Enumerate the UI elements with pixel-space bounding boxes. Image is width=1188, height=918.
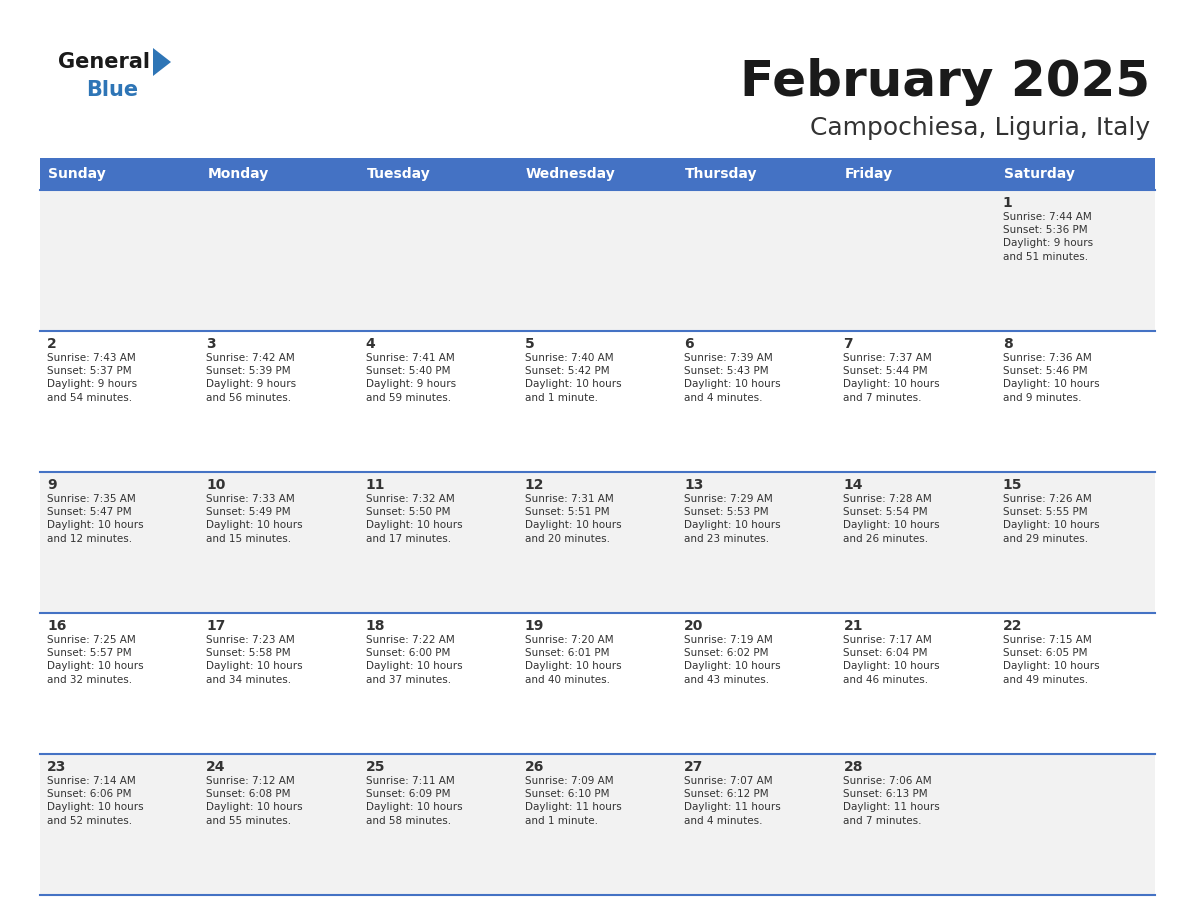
Text: Blue: Blue <box>86 80 138 100</box>
Text: Sunrise: 7:28 AM
Sunset: 5:54 PM
Daylight: 10 hours
and 26 minutes.: Sunrise: 7:28 AM Sunset: 5:54 PM Dayligh… <box>843 494 940 543</box>
Text: February 2025: February 2025 <box>740 58 1150 106</box>
Text: 11: 11 <box>366 478 385 492</box>
Text: 14: 14 <box>843 478 862 492</box>
Text: 1: 1 <box>1003 196 1012 210</box>
Text: 2: 2 <box>48 337 57 351</box>
Text: Sunrise: 7:29 AM
Sunset: 5:53 PM
Daylight: 10 hours
and 23 minutes.: Sunrise: 7:29 AM Sunset: 5:53 PM Dayligh… <box>684 494 781 543</box>
Text: 22: 22 <box>1003 619 1022 633</box>
Bar <box>677 158 836 190</box>
Text: 17: 17 <box>207 619 226 633</box>
Text: Sunrise: 7:26 AM
Sunset: 5:55 PM
Daylight: 10 hours
and 29 minutes.: Sunrise: 7:26 AM Sunset: 5:55 PM Dayligh… <box>1003 494 1099 543</box>
Text: 26: 26 <box>525 760 544 774</box>
Text: Sunrise: 7:39 AM
Sunset: 5:43 PM
Daylight: 10 hours
and 4 minutes.: Sunrise: 7:39 AM Sunset: 5:43 PM Dayligh… <box>684 353 781 403</box>
Text: General: General <box>58 52 150 72</box>
Text: 12: 12 <box>525 478 544 492</box>
Bar <box>40 190 1155 331</box>
Text: Sunrise: 7:40 AM
Sunset: 5:42 PM
Daylight: 10 hours
and 1 minute.: Sunrise: 7:40 AM Sunset: 5:42 PM Dayligh… <box>525 353 621 403</box>
Text: Tuesday: Tuesday <box>367 167 430 181</box>
Text: 10: 10 <box>207 478 226 492</box>
Text: Sunrise: 7:17 AM
Sunset: 6:04 PM
Daylight: 10 hours
and 46 minutes.: Sunrise: 7:17 AM Sunset: 6:04 PM Dayligh… <box>843 635 940 685</box>
Text: Sunrise: 7:09 AM
Sunset: 6:10 PM
Daylight: 11 hours
and 1 minute.: Sunrise: 7:09 AM Sunset: 6:10 PM Dayligh… <box>525 776 621 825</box>
Text: Sunrise: 7:11 AM
Sunset: 6:09 PM
Daylight: 10 hours
and 58 minutes.: Sunrise: 7:11 AM Sunset: 6:09 PM Dayligh… <box>366 776 462 825</box>
Text: 5: 5 <box>525 337 535 351</box>
Polygon shape <box>153 48 171 76</box>
Text: Sunrise: 7:35 AM
Sunset: 5:47 PM
Daylight: 10 hours
and 12 minutes.: Sunrise: 7:35 AM Sunset: 5:47 PM Dayligh… <box>48 494 144 543</box>
Bar <box>359 158 518 190</box>
Text: Sunrise: 7:31 AM
Sunset: 5:51 PM
Daylight: 10 hours
and 20 minutes.: Sunrise: 7:31 AM Sunset: 5:51 PM Dayligh… <box>525 494 621 543</box>
Text: 3: 3 <box>207 337 216 351</box>
Text: 19: 19 <box>525 619 544 633</box>
Text: 24: 24 <box>207 760 226 774</box>
Bar <box>40 472 1155 613</box>
Text: 20: 20 <box>684 619 703 633</box>
Text: Sunrise: 7:25 AM
Sunset: 5:57 PM
Daylight: 10 hours
and 32 minutes.: Sunrise: 7:25 AM Sunset: 5:57 PM Dayligh… <box>48 635 144 685</box>
Text: Sunrise: 7:43 AM
Sunset: 5:37 PM
Daylight: 9 hours
and 54 minutes.: Sunrise: 7:43 AM Sunset: 5:37 PM Dayligh… <box>48 353 137 403</box>
Bar <box>40 158 200 190</box>
Text: Sunrise: 7:36 AM
Sunset: 5:46 PM
Daylight: 10 hours
and 9 minutes.: Sunrise: 7:36 AM Sunset: 5:46 PM Dayligh… <box>1003 353 1099 403</box>
Text: Sunrise: 7:37 AM
Sunset: 5:44 PM
Daylight: 10 hours
and 7 minutes.: Sunrise: 7:37 AM Sunset: 5:44 PM Dayligh… <box>843 353 940 403</box>
Text: 28: 28 <box>843 760 862 774</box>
Bar <box>40 754 1155 895</box>
Bar <box>996 158 1155 190</box>
Text: 7: 7 <box>843 337 853 351</box>
Text: Sunrise: 7:41 AM
Sunset: 5:40 PM
Daylight: 9 hours
and 59 minutes.: Sunrise: 7:41 AM Sunset: 5:40 PM Dayligh… <box>366 353 456 403</box>
Text: Sunrise: 7:20 AM
Sunset: 6:01 PM
Daylight: 10 hours
and 40 minutes.: Sunrise: 7:20 AM Sunset: 6:01 PM Dayligh… <box>525 635 621 685</box>
Text: Sunrise: 7:19 AM
Sunset: 6:02 PM
Daylight: 10 hours
and 43 minutes.: Sunrise: 7:19 AM Sunset: 6:02 PM Dayligh… <box>684 635 781 685</box>
Text: Sunrise: 7:44 AM
Sunset: 5:36 PM
Daylight: 9 hours
and 51 minutes.: Sunrise: 7:44 AM Sunset: 5:36 PM Dayligh… <box>1003 212 1093 262</box>
Text: Sunrise: 7:22 AM
Sunset: 6:00 PM
Daylight: 10 hours
and 37 minutes.: Sunrise: 7:22 AM Sunset: 6:00 PM Dayligh… <box>366 635 462 685</box>
Text: Wednesday: Wednesday <box>526 167 615 181</box>
Text: Sunrise: 7:07 AM
Sunset: 6:12 PM
Daylight: 11 hours
and 4 minutes.: Sunrise: 7:07 AM Sunset: 6:12 PM Dayligh… <box>684 776 781 825</box>
Bar <box>200 158 359 190</box>
Text: Sunrise: 7:15 AM
Sunset: 6:05 PM
Daylight: 10 hours
and 49 minutes.: Sunrise: 7:15 AM Sunset: 6:05 PM Dayligh… <box>1003 635 1099 685</box>
Text: 13: 13 <box>684 478 703 492</box>
Bar <box>518 158 677 190</box>
Bar <box>40 331 1155 472</box>
Text: Sunrise: 7:33 AM
Sunset: 5:49 PM
Daylight: 10 hours
and 15 minutes.: Sunrise: 7:33 AM Sunset: 5:49 PM Dayligh… <box>207 494 303 543</box>
Text: 4: 4 <box>366 337 375 351</box>
Text: 18: 18 <box>366 619 385 633</box>
Text: Sunrise: 7:32 AM
Sunset: 5:50 PM
Daylight: 10 hours
and 17 minutes.: Sunrise: 7:32 AM Sunset: 5:50 PM Dayligh… <box>366 494 462 543</box>
Text: 21: 21 <box>843 619 862 633</box>
Text: 8: 8 <box>1003 337 1012 351</box>
Text: Thursday: Thursday <box>685 167 758 181</box>
Text: Saturday: Saturday <box>1004 167 1075 181</box>
Text: Sunrise: 7:14 AM
Sunset: 6:06 PM
Daylight: 10 hours
and 52 minutes.: Sunrise: 7:14 AM Sunset: 6:06 PM Dayligh… <box>48 776 144 825</box>
Text: Monday: Monday <box>207 167 268 181</box>
Text: Sunday: Sunday <box>48 167 106 181</box>
Bar <box>40 613 1155 754</box>
Text: 25: 25 <box>366 760 385 774</box>
Text: Sunrise: 7:23 AM
Sunset: 5:58 PM
Daylight: 10 hours
and 34 minutes.: Sunrise: 7:23 AM Sunset: 5:58 PM Dayligh… <box>207 635 303 685</box>
Text: 15: 15 <box>1003 478 1022 492</box>
Text: Campochiesa, Liguria, Italy: Campochiesa, Liguria, Italy <box>810 116 1150 140</box>
Text: Sunrise: 7:42 AM
Sunset: 5:39 PM
Daylight: 9 hours
and 56 minutes.: Sunrise: 7:42 AM Sunset: 5:39 PM Dayligh… <box>207 353 297 403</box>
Bar <box>836 158 996 190</box>
Text: 27: 27 <box>684 760 703 774</box>
Text: 9: 9 <box>48 478 57 492</box>
Text: Sunrise: 7:06 AM
Sunset: 6:13 PM
Daylight: 11 hours
and 7 minutes.: Sunrise: 7:06 AM Sunset: 6:13 PM Dayligh… <box>843 776 940 825</box>
Text: 16: 16 <box>48 619 67 633</box>
Text: Friday: Friday <box>845 167 892 181</box>
Text: Sunrise: 7:12 AM
Sunset: 6:08 PM
Daylight: 10 hours
and 55 minutes.: Sunrise: 7:12 AM Sunset: 6:08 PM Dayligh… <box>207 776 303 825</box>
Text: 23: 23 <box>48 760 67 774</box>
Text: 6: 6 <box>684 337 694 351</box>
